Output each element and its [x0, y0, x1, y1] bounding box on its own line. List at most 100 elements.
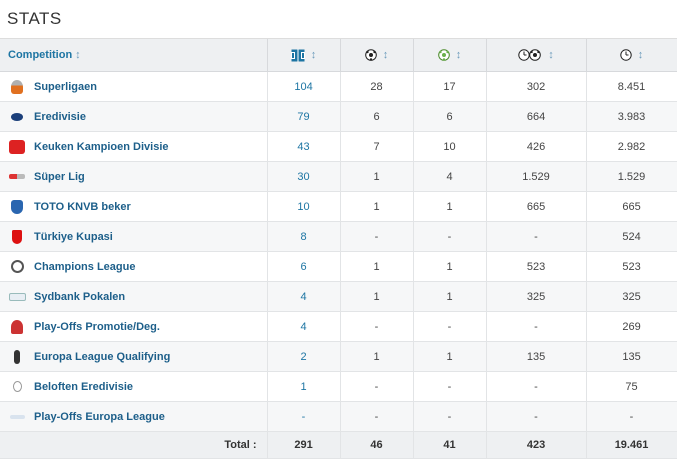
appearances-value[interactable]: 6 [267, 251, 341, 282]
total-row: Total : 291 46 41 423 19.461 [0, 431, 677, 459]
total-minutes-played: 19.461 [586, 431, 677, 459]
superligaen-logo[interactable] [11, 79, 23, 94]
total-minutes-per-goal: 423 [486, 431, 587, 459]
competition-name[interactable]: Türkiye Kupasi [34, 221, 268, 252]
appearances-value[interactable]: 104 [267, 71, 341, 102]
assists-value: - [413, 311, 487, 342]
appearances-value[interactable]: 79 [267, 101, 341, 132]
appearances-value[interactable]: 43 [267, 131, 341, 162]
appearances-column-header[interactable]: ↕ [267, 39, 341, 72]
minutes-played-value: 523 [586, 251, 677, 282]
competition-name[interactable]: Play-Offs Europa League [34, 401, 268, 432]
minutes-played-value: 269 [586, 311, 677, 342]
minutes-per-goal-value: 426 [486, 131, 587, 162]
minutes-played-column-header[interactable]: ↕ [586, 39, 677, 72]
minutes-played-value: 665 [586, 191, 677, 222]
total-assists: 41 [413, 431, 487, 459]
appearances-value[interactable]: 10 [267, 191, 341, 222]
competition-name[interactable]: Süper Lig [34, 161, 268, 192]
assists-value: - [413, 221, 487, 252]
sydbank-pokalen-logo[interactable] [8, 292, 26, 301]
assists-value: 1 [413, 191, 487, 222]
appearances-value: - [267, 401, 341, 432]
header-row: Competition ↕ ↕ ↕ ↕ ↕ [0, 39, 677, 72]
appearances-value[interactable]: 30 [267, 161, 341, 192]
competition-name[interactable]: Keuken Kampioen Divisie [34, 131, 268, 162]
toto-knvb-beker-logo[interactable] [11, 199, 23, 214]
goals-value: - [340, 401, 414, 432]
goals-value: 1 [340, 161, 414, 192]
minutes-played-value: 2.982 [586, 131, 677, 162]
minutes-per-goal-value: - [486, 401, 587, 432]
table-row: Play-Offs Promotie/Deg. 4 - - - 269 [0, 311, 677, 342]
appearances-value[interactable]: 8 [267, 221, 341, 252]
competition-name[interactable]: Europa League Qualifying [34, 341, 268, 372]
competition-name[interactable]: Champions League [34, 251, 268, 282]
table-row: Champions League 6 1 1 523 523 [0, 251, 677, 282]
goals-icon [364, 49, 380, 61]
minutes-played-value: 524 [586, 221, 677, 252]
turkiye-kupasi-logo[interactable] [12, 229, 22, 244]
appearances-value[interactable]: 4 [267, 311, 341, 342]
competition-name[interactable]: Superligaen [34, 71, 268, 102]
assists-value: 1 [413, 281, 487, 312]
goals-value: 1 [340, 191, 414, 222]
assists-value: 10 [413, 131, 487, 162]
play-offs-europa-league-logo[interactable] [9, 414, 25, 419]
table-row: Keuken Kampioen Divisie 43 7 10 426 2.98… [0, 131, 677, 162]
competition-name[interactable]: Beloften Eredivisie [34, 371, 268, 402]
goals-value: 1 [340, 251, 414, 282]
sort-arrow-icon: ↕ [637, 48, 644, 61]
table-row: Sydbank Pokalen 4 1 1 325 325 [0, 281, 677, 312]
minutes-played-value: 75 [586, 371, 677, 402]
appearances-value[interactable]: 2 [267, 341, 341, 372]
appearances-value[interactable]: 1 [267, 371, 341, 402]
minutes-played-value: - [586, 401, 677, 432]
keuken-kampioen-divisie-logo[interactable] [9, 139, 25, 154]
beloften-eredivisie-logo[interactable] [12, 381, 22, 393]
table-row: Beloften Eredivisie 1 - - - 75 [0, 371, 677, 402]
appearances-value[interactable]: 4 [267, 281, 341, 312]
super-lig-logo[interactable] [9, 174, 25, 180]
goals-value: 7 [340, 131, 414, 162]
table-row: Türkiye Kupasi 8 - - - 524 [0, 221, 677, 252]
competition-column-header[interactable]: Competition ↕ [0, 39, 268, 72]
table-row: Süper Lig 30 1 4 1.529 1.529 [0, 161, 677, 192]
play-offs-promotie-logo[interactable] [11, 319, 23, 334]
minutes-per-goal-value: 664 [486, 101, 587, 132]
total-goals: 46 [340, 431, 414, 459]
minutes-per-goal-value: 302 [486, 71, 587, 102]
sort-arrow-icon: ↕ [382, 48, 389, 61]
minutes-played-value: 8.451 [586, 71, 677, 102]
goals-column-header[interactable]: ↕ [340, 39, 414, 72]
sort-arrow-icon: ↕ [455, 48, 462, 61]
assists-value: 1 [413, 251, 487, 282]
competition-name[interactable]: Sydbank Pokalen [34, 281, 268, 312]
assists-icon [437, 49, 453, 61]
sort-arrow-icon: ↕ [548, 48, 554, 61]
assists-column-header[interactable]: ↕ [413, 39, 487, 72]
minutes-per-goal-icon [518, 49, 545, 61]
minutes-played-value: 3.983 [586, 101, 677, 132]
minutes-per-goal-column-header[interactable]: ↕ [486, 39, 587, 72]
goals-value: - [340, 311, 414, 342]
assists-value: - [413, 371, 487, 402]
competition-name[interactable]: Play-Offs Promotie/Deg. [34, 311, 268, 342]
assists-value: 4 [413, 161, 487, 192]
stats-table: Competition ↕ ↕ ↕ ↕ ↕ [0, 39, 677, 459]
minutes-played-value: 1.529 [586, 161, 677, 192]
competition-name[interactable]: Eredivisie [34, 101, 268, 132]
minutes-per-goal-value: 523 [486, 251, 587, 282]
goals-value: 1 [340, 341, 414, 372]
competition-name[interactable]: TOTO KNVB beker [34, 191, 268, 222]
table-row: Europa League Qualifying 2 1 1 135 135 [0, 341, 677, 372]
goals-value: 28 [340, 71, 414, 102]
minutes-played-value: 135 [586, 341, 677, 372]
minutes-per-goal-value: 1.529 [486, 161, 587, 192]
goals-value: - [340, 371, 414, 402]
europa-league-qualifying-logo[interactable] [14, 349, 20, 364]
minutes-played-icon [620, 49, 635, 61]
minutes-per-goal-value: - [486, 311, 587, 342]
eredivisie-logo[interactable] [11, 112, 23, 121]
champions-league-logo[interactable] [10, 260, 24, 273]
